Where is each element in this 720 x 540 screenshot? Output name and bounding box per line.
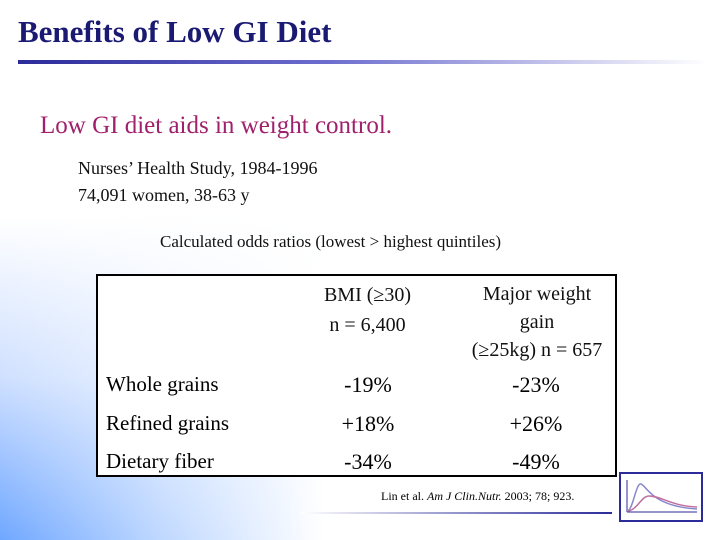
cell-refined-grains-bmi: +18% (341, 411, 395, 436)
column-header-weight-gain: Major weight gain (≥25kg) n = 657 (452, 280, 622, 364)
footer-rule (300, 512, 612, 514)
cell-whole-grains-bmi: -19% (344, 372, 392, 397)
citation: Lin et al. Am J Clin.Nutr. 2003; 78; 923… (381, 489, 574, 504)
row-label-refined-grains: Refined grains (106, 411, 230, 435)
column-header-line: (≥25kg) n = 657 (471, 339, 603, 361)
study-population: 74,091 women, 38-63 y (78, 185, 250, 205)
cell-dietary-fiber-weight: -49% (512, 449, 560, 474)
study-name: Nurses’ Health Study, 1984-1996 (78, 158, 318, 178)
glycemic-curve-thumbnail (619, 472, 703, 522)
citation-journal: Am J Clin.Nutr. (426, 489, 502, 503)
title-underline (18, 60, 708, 64)
citation-details: 2003; 78; 923. (501, 489, 575, 503)
citation-authors: Lin et al. (381, 489, 427, 503)
cell-refined-grains-weight: +26% (509, 411, 563, 436)
slide-title: Benefits of Low GI Diet (18, 14, 332, 49)
row-label-dietary-fiber: Dietary fiber (106, 449, 214, 473)
column-header-bmi: BMI (≥30) n = 6,400 (290, 280, 445, 340)
row-label-whole-grains: Whole grains (106, 372, 219, 396)
slide-subtitle: Low GI diet aids in weight control. (40, 112, 393, 139)
glycemic-curve-icon (626, 480, 698, 513)
column-header-line: Major weight (482, 283, 592, 305)
cell-whole-grains-weight: -23% (512, 372, 560, 397)
table-caption: Calculated odds ratios (lowest > highest… (160, 232, 502, 251)
cell-dietary-fiber-bmi: -34% (344, 449, 392, 474)
column-header-line: BMI (≥30) (323, 284, 412, 306)
odds-ratio-table: BMI (≥30) n = 6,400 Major weight gain (≥… (96, 274, 617, 477)
column-header-line: n = 6,400 (329, 314, 406, 336)
column-header-line: gain (519, 311, 555, 333)
